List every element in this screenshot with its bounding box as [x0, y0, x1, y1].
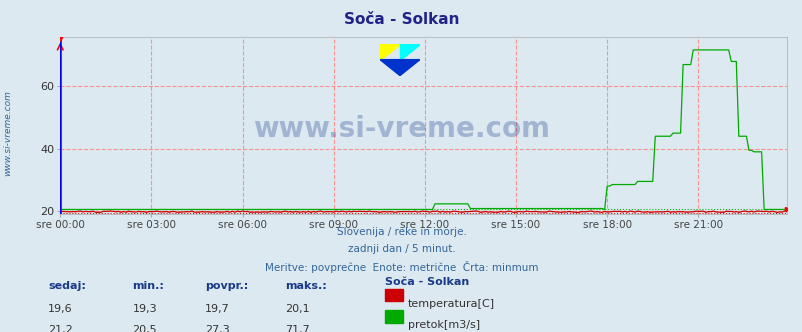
- Text: maks.:: maks.:: [285, 281, 326, 290]
- Text: Slovenija / reke in morje.: Slovenija / reke in morje.: [336, 227, 466, 237]
- Text: 19,3: 19,3: [132, 304, 157, 314]
- Text: www.si-vreme.com: www.si-vreme.com: [3, 90, 13, 176]
- Text: 19,7: 19,7: [205, 304, 229, 314]
- Polygon shape: [379, 60, 419, 76]
- Text: temperatura[C]: temperatura[C]: [407, 299, 494, 309]
- Text: Soča - Solkan: Soča - Solkan: [343, 12, 459, 27]
- Text: povpr.:: povpr.:: [205, 281, 248, 290]
- Text: www.si-vreme.com: www.si-vreme.com: [253, 115, 549, 143]
- Polygon shape: [379, 43, 399, 60]
- Text: 27,3: 27,3: [205, 325, 229, 332]
- Text: 21,2: 21,2: [48, 325, 73, 332]
- Text: Meritve: povprečne  Enote: metrične  Črta: minmum: Meritve: povprečne Enote: metrične Črta:…: [265, 261, 537, 273]
- Text: sedaj:: sedaj:: [48, 281, 86, 290]
- Text: 20,1: 20,1: [285, 304, 310, 314]
- Text: Soča - Solkan: Soča - Solkan: [385, 277, 469, 287]
- Polygon shape: [399, 43, 419, 60]
- Text: zadnji dan / 5 minut.: zadnji dan / 5 minut.: [347, 244, 455, 254]
- Text: 20,5: 20,5: [132, 325, 157, 332]
- Text: pretok[m3/s]: pretok[m3/s]: [407, 320, 480, 330]
- Text: 71,7: 71,7: [285, 325, 310, 332]
- Text: 19,6: 19,6: [48, 304, 73, 314]
- Text: min.:: min.:: [132, 281, 164, 290]
